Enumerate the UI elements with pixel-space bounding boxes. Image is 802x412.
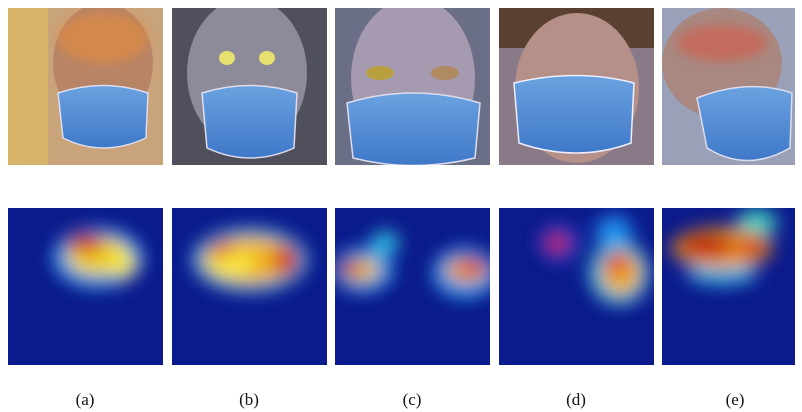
face-image bbox=[335, 0, 490, 166]
heatmap bbox=[499, 208, 654, 365]
caption: (e) bbox=[726, 390, 745, 409]
caption: (b) bbox=[239, 390, 259, 409]
figure: (a) (b) (c) (d) (e) bbox=[0, 0, 802, 412]
face-image bbox=[172, 0, 327, 165]
caption: (d) bbox=[566, 390, 586, 409]
heatmap bbox=[333, 208, 497, 365]
caption: (a) bbox=[76, 390, 95, 409]
face-image bbox=[499, 8, 654, 165]
heatmap bbox=[172, 208, 327, 365]
caption: (c) bbox=[403, 390, 422, 409]
captions: (a) (b) (c) (d) (e) bbox=[76, 390, 745, 409]
heatmap bbox=[8, 208, 163, 365]
heatmap bbox=[662, 208, 795, 365]
face-image bbox=[662, 8, 795, 165]
face-image bbox=[8, 3, 163, 165]
